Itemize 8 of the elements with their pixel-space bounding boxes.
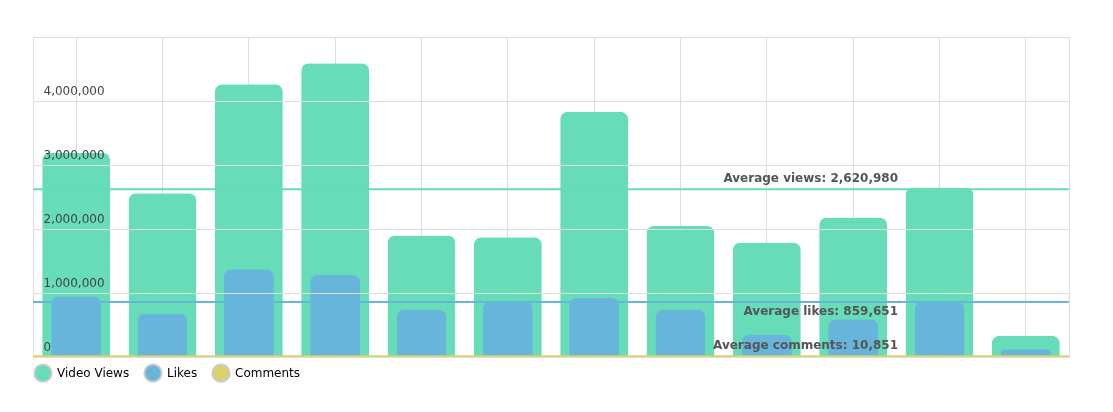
ref-line-label: Average views: 2,620,980 [723, 171, 898, 186]
y-tick-label: 4,000,000 [43, 83, 105, 98]
legend-label: Likes [167, 366, 198, 381]
y-tick-label: 2,000,000 [43, 211, 105, 226]
y-tick-label: 0 [43, 339, 52, 354]
y-tick-label: 1,000,000 [43, 275, 105, 290]
legend-label: Video Views [57, 366, 130, 381]
legend-label: Comments [235, 366, 301, 381]
